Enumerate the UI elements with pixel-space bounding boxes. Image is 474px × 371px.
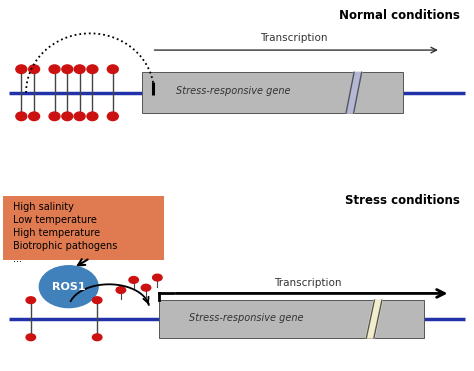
FancyBboxPatch shape [3,196,164,260]
Text: Stress-responsive gene: Stress-responsive gene [189,313,304,323]
Text: Normal conditions: Normal conditions [339,9,460,22]
Circle shape [87,65,98,73]
Circle shape [74,65,85,73]
Text: Transcription: Transcription [274,278,342,288]
Polygon shape [346,72,362,113]
Text: Stress-responsive gene: Stress-responsive gene [176,86,291,96]
Bar [142,72,403,113]
Text: ROS1: ROS1 [52,282,85,292]
Circle shape [49,65,60,73]
Circle shape [116,287,126,293]
Circle shape [74,112,85,121]
Text: Transcription: Transcription [260,33,328,43]
Circle shape [107,65,118,73]
Circle shape [153,274,162,281]
Circle shape [16,65,27,73]
Text: ...: ... [13,254,22,264]
Text: Stress conditions: Stress conditions [345,194,460,207]
Text: Biotrophic pathogens: Biotrophic pathogens [13,241,118,251]
Polygon shape [366,300,383,338]
Circle shape [49,112,60,121]
Circle shape [141,284,151,291]
Circle shape [92,334,102,341]
Bar [159,300,424,338]
Circle shape [87,112,98,121]
Circle shape [62,65,73,73]
Circle shape [107,112,118,121]
Circle shape [16,112,27,121]
Circle shape [28,65,39,73]
Text: High salinity: High salinity [13,202,74,212]
Circle shape [129,276,138,283]
Circle shape [39,266,98,308]
Circle shape [26,334,36,341]
Circle shape [28,112,39,121]
Text: High temperature: High temperature [13,228,100,238]
Text: Low temperature: Low temperature [13,215,97,225]
Circle shape [26,297,36,303]
Circle shape [92,297,102,303]
Circle shape [62,112,73,121]
